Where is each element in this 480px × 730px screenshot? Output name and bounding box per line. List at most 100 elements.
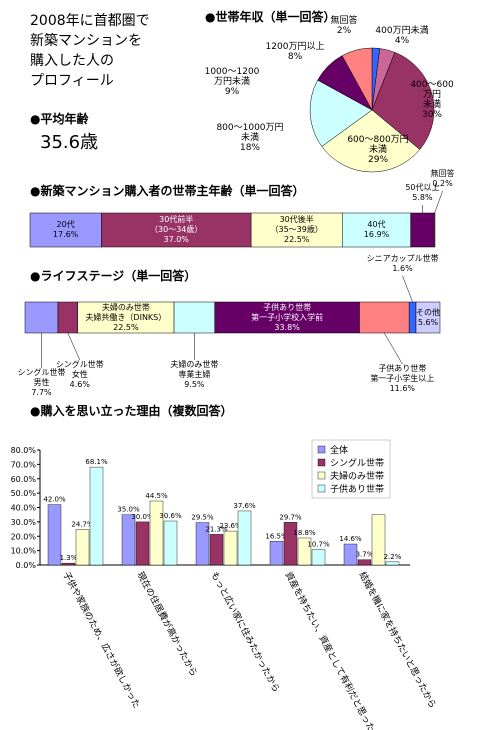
value-label: 1.3% — [60, 554, 78, 562]
data-label: 40代 16.9% — [364, 220, 389, 240]
value-label: 23.6% — [219, 522, 242, 530]
y-tick-label: 80.0% — [11, 446, 37, 455]
bar-segment — [29, 212, 102, 248]
value-label: 30% — [421, 110, 442, 120]
bar — [47, 504, 62, 566]
leader-line — [402, 275, 413, 303]
category-label: 子供あり世帯 第一子小学生以上 — [370, 364, 435, 383]
value-label: 18.8% — [293, 529, 316, 537]
data-label: 無回答 0.2% — [431, 169, 455, 189]
bar — [195, 522, 210, 566]
value-label: 68.1% — [85, 458, 108, 466]
bar-segment — [173, 301, 215, 334]
bar-segment — [250, 212, 343, 248]
data-label: 無回答 2% — [330, 16, 357, 36]
value-label: 16.5% — [265, 532, 288, 540]
value-label: 16.9% — [363, 230, 390, 239]
bar — [209, 534, 224, 566]
title-line: プロフィール — [30, 73, 114, 89]
bar-segment — [408, 301, 417, 334]
category-label: その他 — [416, 307, 440, 317]
bar — [135, 521, 150, 566]
title-line: 購入した人の — [30, 53, 114, 69]
leader-line — [384, 332, 403, 365]
data-label: 600〜800万円 未満 29% — [347, 135, 408, 165]
category-label: 夫婦のみ世帯 専業主婦 — [170, 360, 219, 379]
data-label: 30代前半 （30〜34歳） 37.0% — [150, 215, 202, 245]
bar — [385, 561, 400, 566]
value-label: 30.0% — [131, 513, 154, 521]
value-label: 29.5% — [191, 514, 214, 522]
bar-segment — [359, 301, 410, 334]
legend-swatch — [317, 484, 326, 493]
value-label: 22.5% — [283, 235, 310, 244]
category-label: 1000〜1200 万円未満 — [204, 67, 260, 87]
data-label: 子供あり世帯 第一子小学生以上 11.6% — [370, 364, 434, 394]
category-label: シングル世帯 男性 — [17, 368, 66, 387]
bar — [163, 520, 178, 566]
y-tick-label: 70.0% — [11, 460, 37, 469]
value-label: 0.2% — [432, 179, 453, 188]
bar — [75, 529, 90, 566]
data-label: 20代 17.6% — [53, 220, 78, 240]
leader-line — [434, 190, 443, 214]
bar-segment — [342, 212, 411, 248]
bar-segment — [410, 212, 435, 248]
bar — [149, 500, 164, 566]
value-label: 1.6% — [392, 264, 413, 273]
category-label: 600〜800万円 未満 — [347, 135, 409, 155]
value-label: 5.8% — [412, 193, 433, 202]
pie-slice — [371, 52, 435, 150]
value-label: 5.6% — [417, 317, 439, 327]
category-label: シニアカップル世帯 — [366, 254, 439, 263]
title-line: 新築マンションを — [30, 33, 142, 49]
value-label: 37.6% — [233, 502, 256, 510]
value-label: 2.2% — [384, 553, 402, 561]
value-label: 21.3% — [205, 525, 228, 533]
value-label: 29% — [367, 155, 389, 165]
y-tick-label: 50.0% — [11, 489, 37, 498]
bar — [283, 522, 298, 566]
data-label: シングル世帯 男性 7.7% — [17, 368, 65, 398]
legend-swatch — [317, 445, 326, 454]
value-label: 9.5% — [184, 380, 205, 389]
value-label: 24.7% — [71, 520, 94, 528]
bar — [311, 549, 326, 566]
bar-segment — [433, 212, 436, 248]
category-label: シングル世帯 女性 — [55, 360, 104, 379]
data-label: 30代後半 （35〜39歳） 22.5% — [271, 215, 323, 245]
bar — [269, 541, 284, 566]
data-label: その他 5.6% — [416, 308, 440, 328]
category-label: 無回答 — [430, 169, 455, 178]
value-label: 17.6% — [52, 230, 79, 239]
y-tick-label: 10.0% — [11, 547, 37, 556]
value-label: 35.0% — [117, 506, 140, 514]
data-label: シングル世帯 女性 4.6% — [56, 360, 104, 390]
pie-slice — [341, 47, 373, 111]
bar — [297, 537, 312, 566]
data-label: 400万円未満 4% — [375, 26, 428, 46]
bar-segment — [77, 301, 175, 334]
value-label: 11.6% — [389, 384, 416, 393]
title-line: 2008年に首都圏で — [30, 13, 150, 29]
value-label: 4.6% — [69, 380, 90, 389]
value-label: 9% — [224, 87, 240, 97]
legend-label: シングル世帯 — [330, 457, 384, 469]
category-label: 夫婦のみ世帯 夫婦共働き（DINKS） — [85, 302, 167, 322]
bar — [237, 510, 252, 566]
bar — [223, 530, 238, 566]
bar-segment — [57, 301, 78, 334]
category-label: 400〜600万円 未満 — [410, 80, 454, 110]
value-label: 42.0% — [43, 496, 66, 504]
y-tick-label: 60.0% — [11, 475, 37, 484]
category-label: 800〜1000万円 未満 — [216, 123, 284, 143]
value-label: 3.7% — [356, 551, 374, 559]
category-label: 400万円未満 — [375, 26, 429, 36]
data-label: 800〜1000万円 未満 18% — [216, 123, 283, 153]
bar — [371, 514, 386, 566]
value-label: 2% — [336, 26, 352, 36]
data-label: 1000〜1200 万円未満 9% — [205, 67, 260, 97]
avg-age: 35.6歳 — [40, 132, 99, 153]
